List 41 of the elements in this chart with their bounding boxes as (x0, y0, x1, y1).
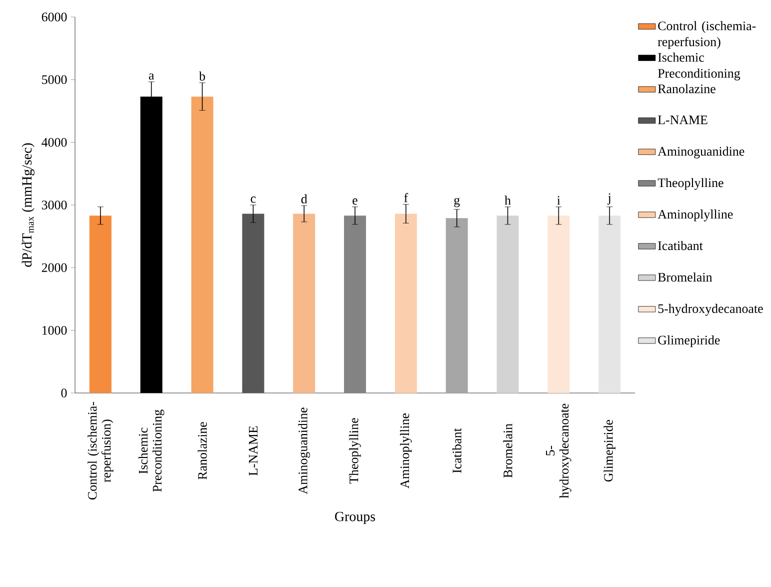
x-axis-title: Groups (335, 512, 376, 524)
annotation: j (607, 193, 610, 205)
annotation: e (352, 198, 358, 205)
y-tick-label: 1000 (42, 326, 67, 335)
legend-label: Ranolazine (658, 84, 716, 94)
x-tick-label: Ranolazine (198, 422, 207, 480)
annotation: b (199, 71, 206, 81)
x-tick-label: Aminoplylline (400, 413, 412, 488)
x-tick-label: Aminoguanidine (298, 408, 310, 494)
x-tick-label: Control (ischemia-reperfusion) (88, 402, 114, 500)
annotation: d (301, 194, 308, 204)
y-tick-label: 5000 (42, 75, 67, 84)
legend-label: 5-hydroxydecanoate (658, 304, 763, 316)
legend-label: Aminoguanidine (658, 146, 744, 158)
annotation: c (250, 196, 256, 203)
annotation: a (148, 73, 154, 80)
legend-label: Glimepiride (658, 335, 720, 348)
annotation: g (454, 198, 460, 208)
legend-label: Icatibant (658, 241, 703, 250)
x-tick-label: 5-hydroxydecanoate (546, 404, 572, 498)
y-axis-title: dP/dT$_{max}$ (mmHg/sec) (22, 143, 34, 267)
y-tick-label: 3000 (42, 200, 67, 210)
y-tick-label: 6000 (42, 12, 67, 22)
legend-label: L-NAME (658, 116, 708, 124)
x-tick-label: Ischemic Preconditioning (138, 410, 164, 492)
y-tick-label: 2000 (42, 263, 67, 272)
legend-label: Ischemic Preconditioning (658, 52, 740, 80)
legend-label: Aminoplylline (658, 210, 733, 222)
x-tick-label: L-NAME (248, 426, 258, 476)
x-tick-label: Glimepiride (604, 420, 616, 482)
x-tick-label: Icatibant (452, 428, 462, 473)
annotation: i (557, 196, 560, 205)
y-tick-label: 0 (61, 388, 67, 398)
y-tick-label: 4000 (42, 138, 67, 147)
annotation: h (504, 196, 511, 205)
legend-label: Control (ischemia-reperfusion) (658, 21, 756, 49)
legend-label: Theoplylline (658, 178, 724, 190)
x-tick-label: Bromelain (503, 424, 512, 478)
annotation: f (404, 193, 408, 202)
x-tick-label: Theoplylline (349, 418, 361, 484)
legend-label: Bromelain (658, 272, 712, 282)
